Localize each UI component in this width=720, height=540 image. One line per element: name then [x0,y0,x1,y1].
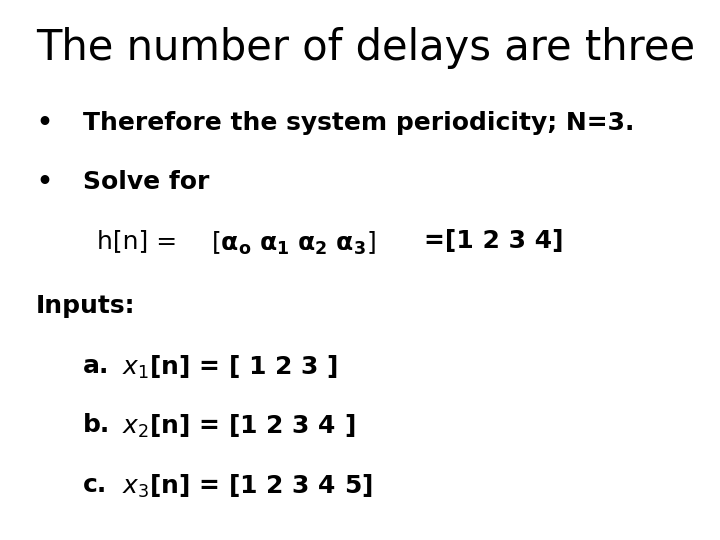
Text: $x_3$[n] = [1 2 3 4 5]: $x_3$[n] = [1 2 3 4 5] [122,472,373,500]
Text: •: • [36,111,52,134]
Text: $[\mathbf{\alpha_o}\ \mathbf{\alpha_1}\ \mathbf{\alpha_2}\ \mathbf{\alpha_3}]$: $[\mathbf{\alpha_o}\ \mathbf{\alpha_1}\ … [211,230,376,256]
Text: The number of delays are three: The number of delays are three [36,27,695,69]
Text: •: • [36,170,52,194]
Text: h[n] =: h[n] = [97,230,185,253]
Text: c.: c. [83,472,107,496]
Text: Solve for: Solve for [83,170,210,194]
Text: Therefore the system periodicity; N=3.: Therefore the system periodicity; N=3. [83,111,634,134]
Text: Inputs:: Inputs: [36,294,135,318]
Text: a.: a. [83,354,109,377]
Text: b.: b. [83,413,110,437]
Text: $x_1$[n] = [ 1 2 3 ]: $x_1$[n] = [ 1 2 3 ] [122,354,338,381]
Text: $x_2$[n] = [1 2 3 4 ]: $x_2$[n] = [1 2 3 4 ] [122,413,356,440]
Text: =[1 2 3 4]: =[1 2 3 4] [423,230,563,253]
